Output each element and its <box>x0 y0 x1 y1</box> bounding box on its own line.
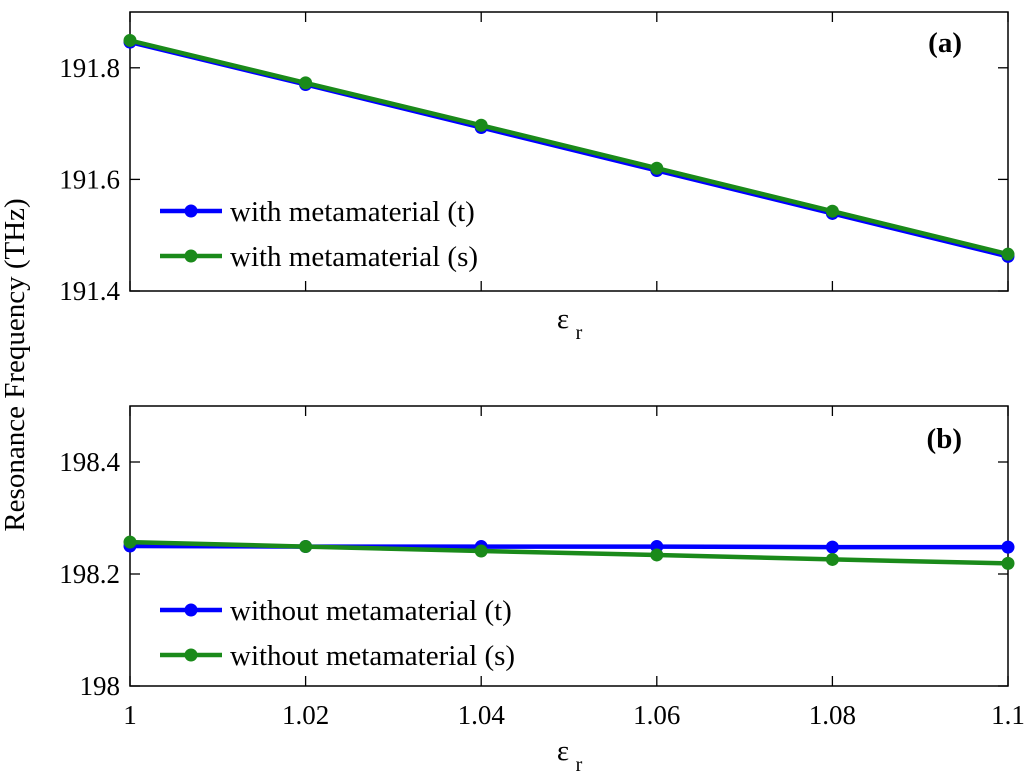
x-axis-label-subscript: r <box>576 322 583 344</box>
data-point-series-1 <box>474 544 488 558</box>
series-line-1 <box>127 539 1011 566</box>
plot-area-frame <box>129 11 1009 292</box>
x-axis-label-subscript: r <box>576 754 583 776</box>
x-tick-label: 1.1 <box>991 700 1024 730</box>
y-tick-label: 198 <box>80 671 121 701</box>
data-point-series-1 <box>474 118 488 132</box>
x-tick-label: 1.06 <box>633 700 680 730</box>
y-tick-label: 191.4 <box>59 276 120 306</box>
panel-label: (a) <box>928 27 962 59</box>
x-axis-label: ε <box>557 735 569 767</box>
y-tick-label: 198.4 <box>59 447 120 477</box>
x-tick-label: 1 <box>123 700 137 730</box>
legend-marker-0 <box>184 204 198 218</box>
data-point-series-0 <box>825 540 839 554</box>
x-tick-label: 1.02 <box>282 700 329 730</box>
legend: without metamaterial (t) without metamate… <box>160 595 515 672</box>
data-point-series-1 <box>650 161 664 175</box>
legend: with metamaterial (t) with metamaterial (… <box>160 196 478 273</box>
data-point-series-1 <box>123 33 137 47</box>
data-point-series-1 <box>650 548 664 562</box>
series-line-1 <box>127 38 1011 257</box>
x-axis-label: ε <box>557 303 569 335</box>
data-point-series-1 <box>825 552 839 566</box>
data-point-series-1 <box>825 204 839 218</box>
legend-marker-1 <box>184 648 198 662</box>
data-point-series-1 <box>1001 247 1015 261</box>
x-tick-label: 1.08 <box>809 700 856 730</box>
legend-label-1: without metamaterial (s) <box>230 640 515 672</box>
panel-b: 1 1.02 1.04 1.06 1.08 1.1 198 198.2 198.4 (b) with… <box>59 405 1024 776</box>
data-point-series-1 <box>1001 556 1015 570</box>
y-axis-label: Resonance Frequency (THz) <box>0 198 31 531</box>
x-tick-label: 1.04 <box>458 700 506 730</box>
legend-marker-1 <box>184 249 198 263</box>
data-point-series-1 <box>123 535 137 549</box>
legend-label-1: with metamaterial (s) <box>230 241 478 273</box>
data-point-series-1 <box>299 76 313 90</box>
data-point-series-0 <box>1001 540 1015 554</box>
y-tick-label: 191.6 <box>59 164 120 194</box>
legend-label-0: with metamaterial (t) <box>230 196 475 228</box>
data-point-series-1 <box>299 540 313 554</box>
y-tick-label: 191.8 <box>59 53 120 83</box>
legend-marker-0 <box>184 603 198 617</box>
panel-label: (b) <box>927 423 962 455</box>
legend-label-0: without metamaterial (t) <box>230 595 512 627</box>
y-tick-label: 198.2 <box>59 559 120 589</box>
